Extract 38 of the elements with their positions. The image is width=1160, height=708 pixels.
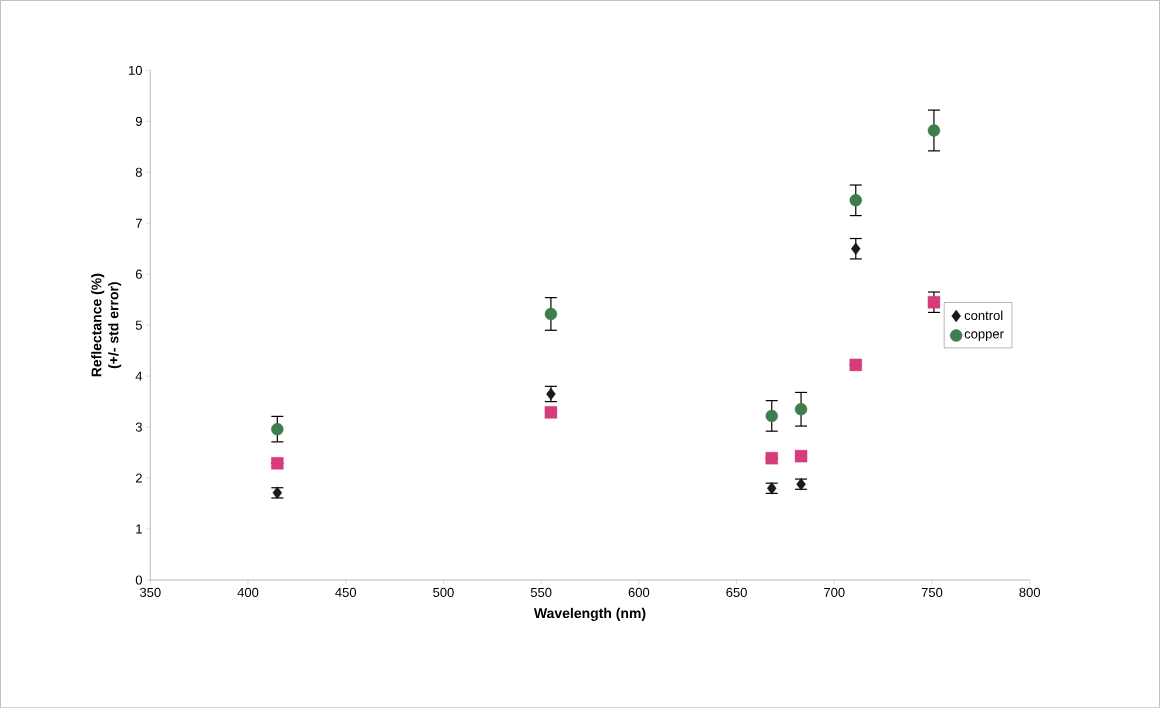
x-tick-label: 500: [433, 587, 454, 597]
point: [927, 295, 941, 309]
y-tick-label: 7: [135, 218, 142, 228]
x-axis-title: Wavelength (nm): [533, 607, 646, 621]
y-tick-label: 4: [135, 371, 143, 381]
x-tick-label: 800: [1019, 587, 1041, 597]
y-tick-label: 9: [135, 116, 142, 126]
legend-label: control: [964, 310, 1003, 320]
x-tick-label: 700: [824, 587, 845, 597]
y-axis-title: Reflectance (%) (+/- std error): [91, 273, 122, 377]
y-tick-label: 8: [135, 167, 142, 177]
y-tick-label: 3: [135, 422, 142, 432]
y-tick-label: 5: [135, 320, 142, 330]
point: [271, 456, 284, 470]
y-tick-label: 2: [135, 473, 142, 483]
legend-label: copper: [964, 331, 1004, 341]
point: [849, 193, 862, 207]
point: [544, 405, 558, 419]
x-tick-label: 350: [139, 587, 161, 597]
point: [765, 409, 778, 422]
point: [271, 422, 284, 436]
x-tick-label: 550: [530, 587, 552, 597]
x-tick-label: 750: [921, 587, 943, 597]
x-tick-label: 400: [237, 587, 259, 597]
point: [765, 451, 778, 465]
x-tick-label: 650: [726, 587, 747, 597]
point: [544, 307, 558, 321]
point: [794, 449, 808, 463]
y-tick-label: 6: [135, 269, 142, 279]
y-tick-label: 1: [136, 524, 142, 534]
y-tick-label: 10: [129, 65, 143, 75]
point: [794, 402, 808, 416]
x-tick-label: 450: [335, 587, 357, 597]
point: [849, 358, 862, 371]
point: [927, 124, 941, 137]
x-tick-label: 600: [628, 587, 650, 597]
point: [851, 242, 861, 255]
y-tick-label: 0: [135, 575, 143, 585]
